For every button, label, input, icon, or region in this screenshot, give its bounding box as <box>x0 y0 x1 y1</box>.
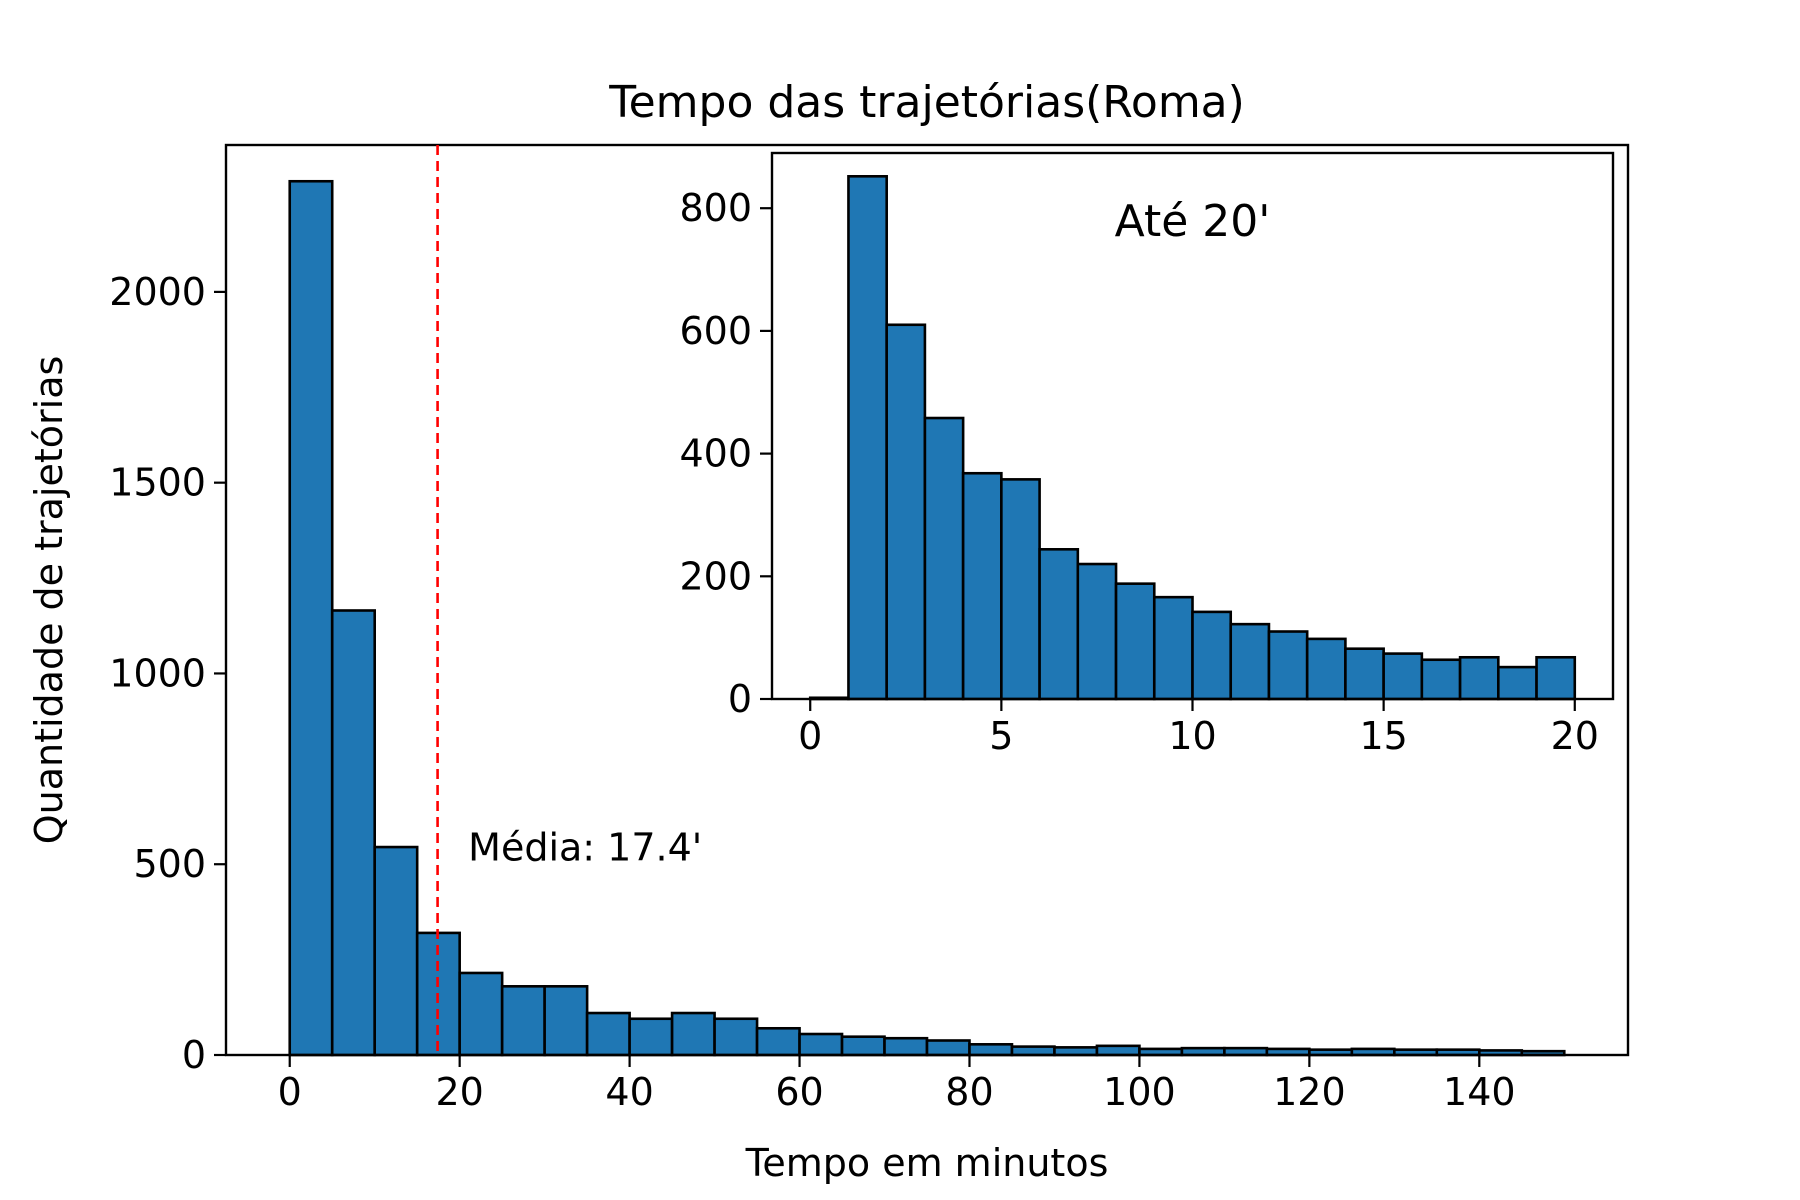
inset-x-tick-label: 0 <box>798 714 822 758</box>
inset-bar <box>1382 652 1424 701</box>
inset-bar <box>1114 582 1156 701</box>
inset-bar <box>1344 647 1385 701</box>
main-bar <box>670 1011 716 1057</box>
inset-bar <box>1458 655 1500 701</box>
main-bar <box>968 1043 1014 1057</box>
main-bar <box>628 1017 674 1057</box>
main-bar <box>330 609 376 1057</box>
main-y-tick-label: 0 <box>182 1033 206 1077</box>
inset-y-tick-label: 600 <box>679 309 752 353</box>
main-bar <box>1095 1044 1141 1057</box>
main-bar <box>288 179 334 1057</box>
main-x-tick-label: 120 <box>1273 1070 1346 1114</box>
inset-y-tick-label: 400 <box>679 432 752 476</box>
main-bar <box>543 985 589 1057</box>
chart-title: Tempo das trajetórias(Roma) <box>608 77 1245 128</box>
inset-bar <box>923 416 965 701</box>
inset-x-tick-label: 10 <box>1168 714 1216 758</box>
main-bar <box>883 1036 929 1057</box>
main-bar <box>755 1026 801 1057</box>
x-axis-label: Tempo em minutos <box>745 1141 1109 1185</box>
inset-bar <box>1420 658 1462 701</box>
main-y-tick-label: 2000 <box>109 270 206 314</box>
main-bar <box>925 1039 971 1057</box>
inset-x-tick-label: 5 <box>989 714 1013 758</box>
main-bar <box>458 971 504 1057</box>
main-bar <box>840 1035 886 1057</box>
inset-bar <box>847 175 888 701</box>
y-axis-label: Quantidade de trajetórias <box>27 356 71 845</box>
mean-label: Média: 17.4' <box>468 825 702 869</box>
main-x-tick-label: 140 <box>1443 1070 1516 1114</box>
main-bar <box>585 1011 631 1057</box>
inset-y-tick-label: 800 <box>679 186 752 230</box>
main-bar <box>373 845 419 1057</box>
inset-bar <box>1152 595 1194 701</box>
inset-bar <box>1229 622 1271 701</box>
inset-x-tick-label: 15 <box>1359 714 1407 758</box>
inset-bar <box>961 471 1003 701</box>
inset-y-tick-label: 0 <box>728 677 752 721</box>
inset-bar <box>1305 637 1347 701</box>
inset-x-tick-label: 20 <box>1551 714 1599 758</box>
main-y-tick-label: 1000 <box>109 651 206 695</box>
main-x-tick-label: 100 <box>1103 1070 1176 1114</box>
main-x-tick-label: 40 <box>605 1070 653 1114</box>
main-x-tick-label: 20 <box>435 1070 483 1114</box>
main-axes-frame <box>224 143 1630 1057</box>
main-x-tick-label: 60 <box>775 1070 823 1114</box>
inset-bar <box>1038 548 1080 701</box>
inset-bar <box>1267 630 1309 701</box>
main-y-tick-label: 500 <box>133 842 206 886</box>
inset-bar <box>1000 478 1041 701</box>
inset-bar <box>885 323 927 701</box>
inset-y-tick-label: 200 <box>679 554 752 598</box>
main-bar <box>798 1032 844 1057</box>
main-x-tick-label: 0 <box>278 1070 302 1114</box>
main-bar <box>713 1017 759 1057</box>
inset-title: Até 20' <box>1115 196 1271 247</box>
inset-bar <box>1497 665 1538 701</box>
main-x-tick-label: 80 <box>945 1070 993 1114</box>
inset-bar <box>1076 562 1118 701</box>
inset-bar <box>1535 655 1577 701</box>
inset-bar <box>1191 610 1233 701</box>
main-bar <box>500 985 546 1057</box>
main-bar <box>1010 1045 1056 1057</box>
main-y-tick-label: 1500 <box>109 461 206 505</box>
